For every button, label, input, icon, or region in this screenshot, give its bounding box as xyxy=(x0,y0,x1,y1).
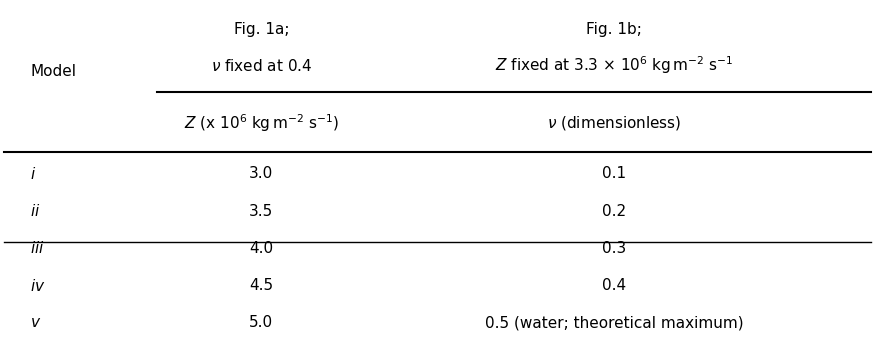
Text: 3.5: 3.5 xyxy=(249,203,274,219)
Text: $\mathit{iv}$: $\mathit{iv}$ xyxy=(30,278,46,294)
Text: $\nu$ (dimensionless): $\nu$ (dimensionless) xyxy=(547,114,681,132)
Text: 4.0: 4.0 xyxy=(249,241,274,256)
Text: 0.5 (water; theoretical maximum): 0.5 (water; theoretical maximum) xyxy=(485,315,744,330)
Text: Fig. 1a;: Fig. 1a; xyxy=(233,22,289,37)
Text: Model: Model xyxy=(30,64,77,79)
Text: Fig. 1b;: Fig. 1b; xyxy=(586,22,642,37)
Text: $\mathit{ii}$: $\mathit{ii}$ xyxy=(30,203,40,219)
Text: 0.2: 0.2 xyxy=(602,203,627,219)
Text: $Z$ fixed at 3.3 $\times$ 10$^{6}$ kg$\,$m$^{-2}$ s$^{-1}$: $Z$ fixed at 3.3 $\times$ 10$^{6}$ kg$\,… xyxy=(495,55,734,76)
Text: $Z$ (x 10$^{6}$ kg$\,$m$^{-2}$ s$^{-1}$): $Z$ (x 10$^{6}$ kg$\,$m$^{-2}$ s$^{-1}$) xyxy=(184,113,339,134)
Text: $\nu$ fixed at 0.4: $\nu$ fixed at 0.4 xyxy=(210,57,312,74)
Text: $\mathit{i}$: $\mathit{i}$ xyxy=(30,166,36,182)
Text: 0.1: 0.1 xyxy=(602,166,627,181)
Text: 4.5: 4.5 xyxy=(249,278,274,293)
Text: $\mathit{iii}$: $\mathit{iii}$ xyxy=(30,240,45,256)
Text: 3.0: 3.0 xyxy=(249,166,274,181)
Text: 5.0: 5.0 xyxy=(249,315,274,330)
Text: 0.3: 0.3 xyxy=(602,241,627,256)
Text: $\mathit{v}$: $\mathit{v}$ xyxy=(30,315,41,330)
Text: 0.4: 0.4 xyxy=(602,278,627,293)
